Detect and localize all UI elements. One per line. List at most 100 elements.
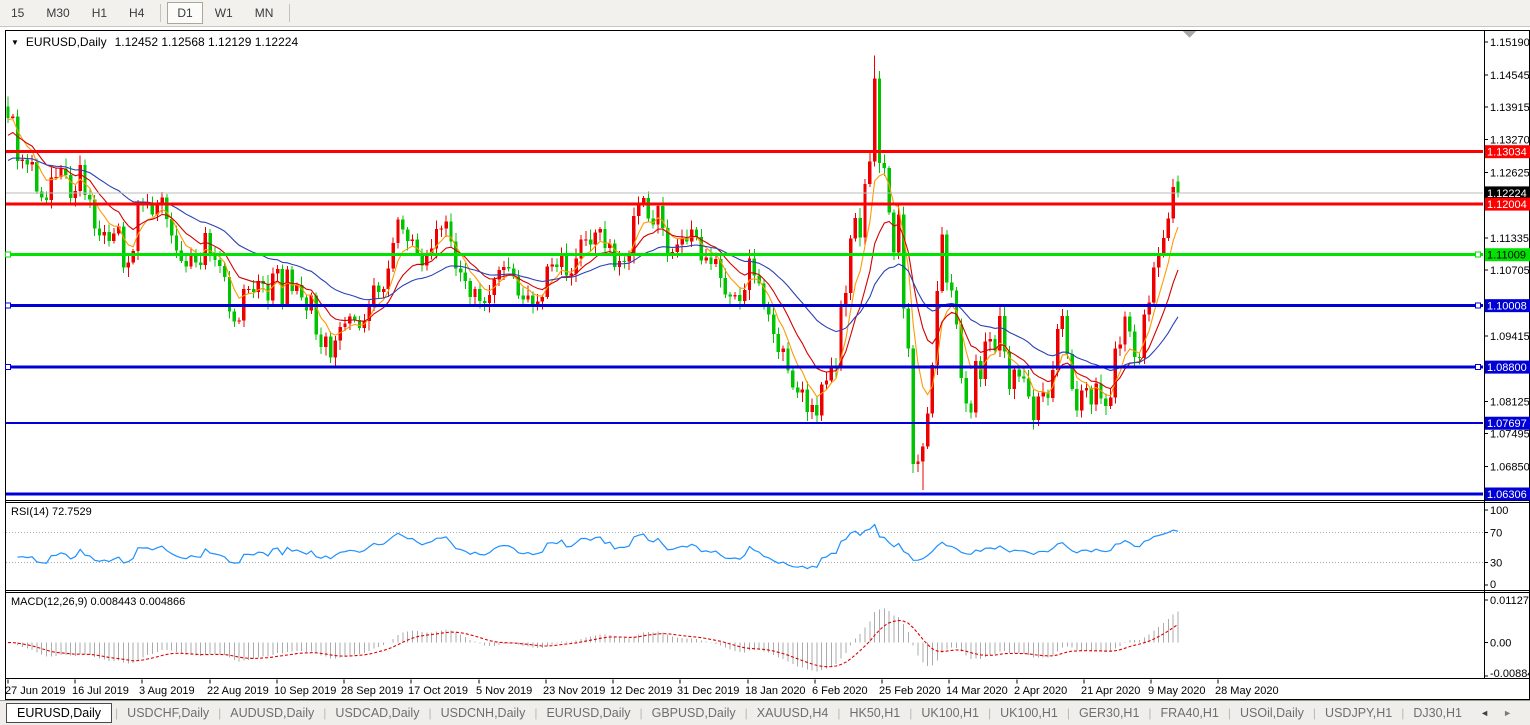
current-price-badge: 1.12224 — [1485, 186, 1530, 200]
line-selection-handle[interactable] — [5, 302, 11, 309]
svg-text:22 Aug 2019: 22 Aug 2019 — [207, 685, 269, 697]
svg-text:12 Dec 2019: 12 Dec 2019 — [610, 685, 672, 697]
chart-symbol-period: EURUSD,Daily — [25, 35, 107, 49]
rsi-indicator-label: RSI(14) 72.7529 — [11, 506, 92, 518]
svg-text:6 Feb 2020: 6 Feb 2020 — [812, 685, 868, 697]
svg-text:0.011277: 0.011277 — [1490, 595, 1530, 607]
horizontal-line-1.11009[interactable] — [5, 251, 1484, 258]
svg-text:1.14545: 1.14545 — [1490, 70, 1530, 82]
price-level-badge: 1.07697 — [1485, 416, 1530, 430]
svg-text:1.12625: 1.12625 — [1490, 168, 1530, 180]
chart-shift-marker-icon — [1183, 31, 1196, 38]
horizontal-line-1.08800[interactable] — [5, 364, 1484, 371]
symbol-tab[interactable]: UK100,H1 — [921, 706, 980, 720]
symbol-tab[interactable]: GBPUSD,Daily — [651, 706, 736, 720]
chart-title: ▼ EURUSD,Daily 1.12452 1.12568 1.12129 1.1… — [11, 35, 298, 49]
svg-text:28 May 2020: 28 May 2020 — [1215, 685, 1279, 697]
price-level-badge: 1.06306 — [1485, 487, 1530, 501]
tab-separator: | — [988, 706, 992, 720]
symbol-tab[interactable]: DJ30,H1 — [1413, 706, 1462, 720]
svg-text:14 Mar 2020: 14 Mar 2020 — [946, 685, 1008, 697]
svg-text:23 Nov 2019: 23 Nov 2019 — [543, 685, 605, 697]
tab-separator: | — [1401, 706, 1405, 720]
svg-text:25 Feb 2020: 25 Feb 2020 — [879, 685, 941, 697]
tab-separator: | — [428, 706, 432, 720]
timeframe-button-mn[interactable]: MN — [254, 6, 274, 20]
svg-text:1.11009: 1.11009 — [1487, 250, 1526, 262]
toolbar-separator — [289, 4, 291, 22]
svg-text:1.13270: 1.13270 — [1490, 135, 1530, 147]
horizontal-line-1.10008[interactable] — [5, 302, 1484, 309]
timeframe-button-w1[interactable]: W1 — [214, 6, 233, 20]
ma-line-13 — [7, 131, 1179, 390]
symbol-tab[interactable]: EURUSD,Daily — [546, 706, 631, 720]
tab-scroll-right-icon[interactable]: ► — [1503, 708, 1512, 718]
timeframe-toolbar: 15 M30 H1 H4 D1 W1 MN — [0, 0, 1530, 27]
tab-separator: | — [1312, 706, 1317, 720]
symbol-tab[interactable]: USDJPY,H1 — [1325, 706, 1393, 720]
price-level-badge: 1.13034 — [1485, 145, 1530, 159]
svg-text:28 Sep 2019: 28 Sep 2019 — [341, 685, 403, 697]
symbol-tab[interactable]: USOil,Daily — [1240, 706, 1304, 720]
symbol-tab-active[interactable]: EURUSD,Daily — [6, 703, 113, 723]
symbol-tab-bar: EURUSD,Daily | USDCHF,Daily | AUDUSD,Daily | U… — [0, 700, 1530, 725]
tab-separator: | — [639, 706, 643, 720]
line-selection-handle[interactable] — [5, 251, 11, 258]
macd-signal-line — [8, 619, 1179, 668]
chart-ohlc-values: 1.12452 1.12568 1.12129 1.12224 — [114, 35, 299, 49]
macd-indicator-label: MACD(12,26,9) 0.008443 0.004866 — [11, 596, 186, 608]
svg-text:1.09415: 1.09415 — [1490, 331, 1530, 343]
price-level-badge: 1.08800 — [1485, 360, 1530, 374]
svg-text:1.06306: 1.06306 — [1487, 489, 1527, 501]
symbol-tab[interactable]: USDCAD,Daily — [335, 706, 420, 720]
macd-pane: 0.011277 0.00 -0.008845 — [1484, 595, 1530, 680]
timeframe-button-h4[interactable]: H4 — [129, 6, 145, 20]
timeframe-button-d1[interactable]: D1 — [167, 2, 203, 24]
line-selection-handle[interactable] — [1475, 251, 1481, 258]
svg-text:70: 70 — [1490, 528, 1502, 540]
tab-scroll-left-icon[interactable]: ◄ — [1480, 708, 1490, 718]
tab-separator: | — [1148, 706, 1152, 720]
svg-text:0.00: 0.00 — [1490, 638, 1511, 650]
svg-text:1.10008: 1.10008 — [1487, 301, 1527, 313]
chart-window-frame — [5, 30, 1530, 700]
chevron-down-icon[interactable]: ▼ — [11, 38, 19, 47]
svg-text:1.08800: 1.08800 — [1487, 362, 1527, 374]
symbol-tab[interactable]: GER30,H1 — [1078, 706, 1140, 720]
svg-text:2 Apr 2020: 2 Apr 2020 — [1014, 685, 1067, 697]
svg-text:1.12004: 1.12004 — [1487, 199, 1527, 211]
symbol-tab[interactable]: USDCNH,Daily — [440, 706, 526, 720]
svg-text:1.15190: 1.15190 — [1490, 37, 1530, 49]
timeframe-button-m30[interactable]: M30 — [46, 6, 70, 20]
price-level-badge: 1.11009 — [1485, 248, 1530, 262]
symbol-tab[interactable]: UK100,H1 — [1000, 706, 1058, 720]
svg-text:9 May 2020: 9 May 2020 — [1148, 685, 1205, 697]
rsi-pane: 100 70 30 0 — [6, 505, 1508, 591]
timeframe-button-15[interactable]: 15 — [11, 6, 25, 20]
line-selection-handle[interactable] — [1475, 302, 1481, 309]
rsi-line — [17, 523, 1179, 570]
svg-text:3 Aug 2019: 3 Aug 2019 — [139, 685, 195, 697]
timeframe-button-h1[interactable]: H1 — [91, 6, 108, 20]
price-level-badge: 1.10008 — [1485, 299, 1530, 313]
tab-separator: | — [323, 706, 327, 720]
tab-separator: | — [218, 706, 222, 720]
svg-text:18 Jan 2020: 18 Jan 2020 — [745, 685, 806, 697]
symbol-tab[interactable]: AUDUSD,Daily — [230, 706, 315, 720]
svg-text:10 Sep 2019: 10 Sep 2019 — [274, 685, 336, 697]
toolbar-separator — [160, 4, 162, 22]
tab-separator: | — [115, 706, 119, 720]
tab-separator: | — [1227, 706, 1232, 720]
symbol-tab[interactable]: HK50,H1 — [849, 706, 901, 720]
svg-text:0: 0 — [1490, 579, 1496, 591]
symbol-tab[interactable]: FRA40,H1 — [1160, 706, 1219, 720]
svg-text:1.11335: 1.11335 — [1490, 233, 1529, 245]
price-level-badge: 1.12004 — [1485, 197, 1530, 211]
symbol-tab[interactable]: USDCHF,Daily — [127, 706, 210, 720]
svg-text:1.07495: 1.07495 — [1490, 429, 1530, 441]
line-selection-handle[interactable] — [1475, 364, 1481, 371]
line-selection-handle[interactable] — [5, 364, 11, 371]
tab-scroll-controls: ◄ ► — [1480, 708, 1530, 718]
symbol-tab[interactable]: XAUUSD,H4 — [756, 706, 829, 720]
